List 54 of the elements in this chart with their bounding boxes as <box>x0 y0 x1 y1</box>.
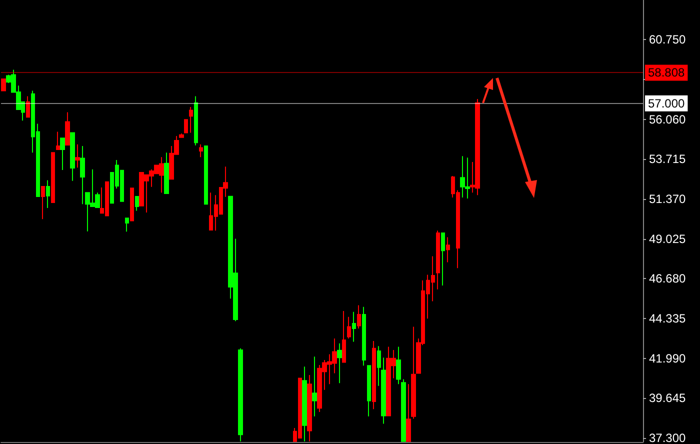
candlestick <box>441 232 445 286</box>
candlestick <box>352 311 356 342</box>
candlestick <box>396 346 401 385</box>
candlestick <box>312 356 317 417</box>
candlestick <box>362 306 366 366</box>
y-tick-label: 41.990 <box>649 351 686 366</box>
candlestick <box>347 316 351 339</box>
y-tick-label: 60.750 <box>649 32 686 47</box>
candlestick <box>377 346 381 386</box>
candlestick <box>446 236 450 263</box>
y-tick-label: 37.300 <box>649 431 686 444</box>
y-tick-label: 46.680 <box>649 272 686 286</box>
candlestick <box>1 78 6 92</box>
y-tick-label: 53.715 <box>649 152 686 166</box>
candlestick <box>411 326 416 420</box>
candlestick <box>70 132 75 182</box>
y-tick-label: 44.335 <box>649 312 686 326</box>
candlestick <box>372 340 376 410</box>
candlestick <box>199 144 203 158</box>
candlestick <box>135 196 139 212</box>
candlestick <box>189 106 193 134</box>
candlestick <box>60 138 65 171</box>
candlestick <box>184 119 188 134</box>
candlestick <box>367 365 371 417</box>
candlestick <box>342 310 346 363</box>
candlestick <box>80 146 85 205</box>
candlestick <box>307 374 312 442</box>
candlestick <box>41 186 45 220</box>
y-tick-label: 39.645 <box>649 391 686 406</box>
y-tick-label: 56.060 <box>649 112 686 126</box>
candlestick <box>179 132 184 138</box>
candlestick <box>238 348 243 442</box>
candlestick <box>357 304 361 329</box>
candlestick <box>46 180 50 209</box>
candlestick <box>302 366 307 442</box>
candlestick <box>401 378 406 442</box>
candlestick <box>204 146 208 205</box>
y-tick-label: 49.025 <box>649 232 686 246</box>
ref-line-label: 58.808 <box>648 66 686 80</box>
candlestick <box>130 188 134 222</box>
candlestick <box>436 230 440 290</box>
ref-line-label: 57.000 <box>648 96 686 110</box>
candlestick <box>194 96 198 146</box>
candlestick <box>381 357 386 424</box>
candlestick <box>406 384 411 442</box>
candlestick <box>51 152 55 203</box>
y-tick-label: 51.370 <box>649 192 686 206</box>
candlestick <box>337 342 342 384</box>
candlestick <box>75 144 80 168</box>
candlestick <box>125 218 129 232</box>
candlestick <box>56 131 60 150</box>
candlestick <box>65 112 70 146</box>
candlestick <box>164 152 169 194</box>
candlestick <box>26 96 30 118</box>
